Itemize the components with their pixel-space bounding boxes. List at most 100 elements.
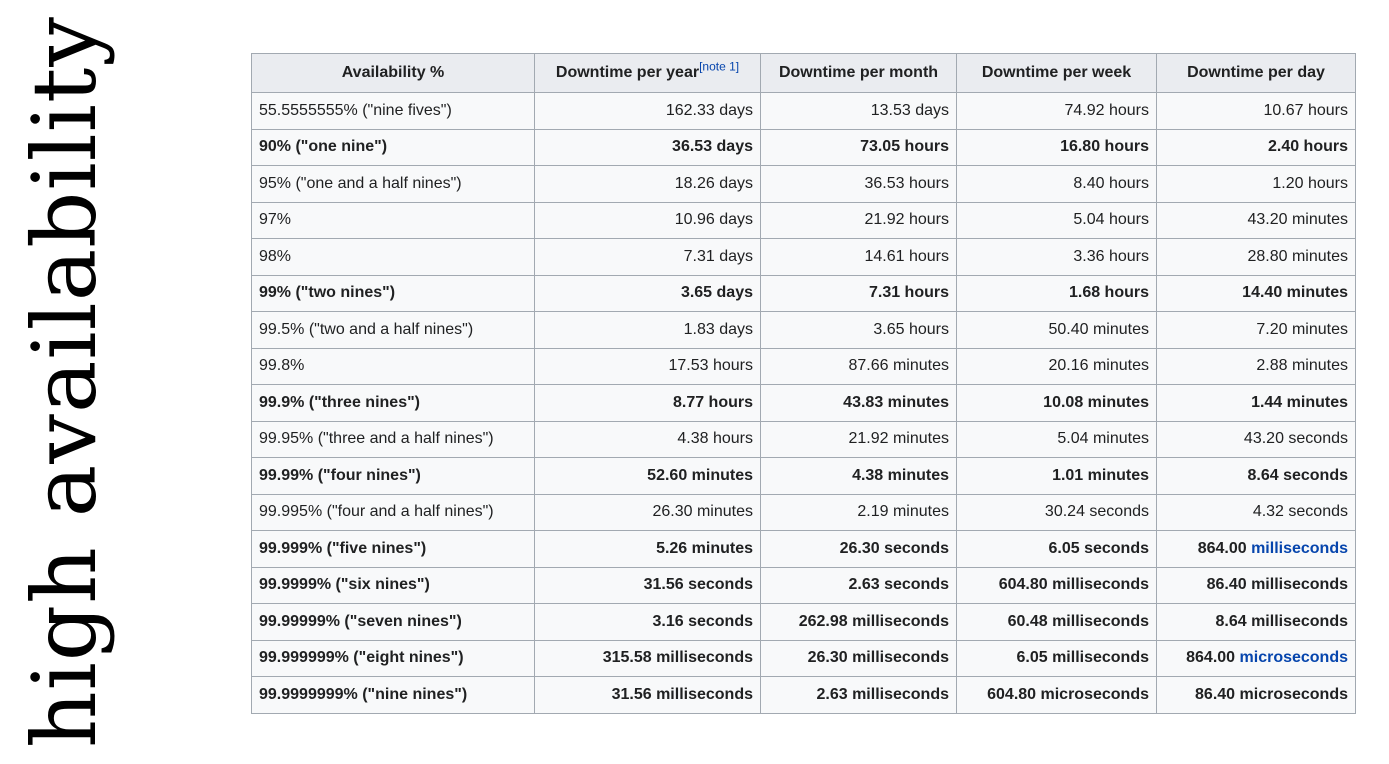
downtime-day-cell: 8.64 milliseconds (1156, 603, 1356, 641)
downtime-day-cell: 43.20 seconds (1156, 420, 1356, 458)
availability-cell: 99.999% ("five nines") (251, 530, 535, 568)
downtime-year-cell: 10.96 days (534, 201, 761, 239)
downtime-year-cell: 4.38 hours (534, 420, 761, 458)
side-title-text: high availability (13, 15, 116, 749)
availability-cell: 99.5% ("two and a half nines") (251, 311, 535, 349)
downtime-day-cell: 2.88 minutes (1156, 347, 1356, 385)
downtime-year-cell: 31.56 milliseconds (534, 676, 761, 714)
unit-link[interactable]: microseconds (1239, 649, 1348, 667)
table-row: 99.995% ("four and a half nines") 26.30 m… (251, 493, 1356, 531)
table-row: 99% ("two nines") 3.65 days 7.31 hours 1.68… (251, 274, 1356, 312)
table-row: 99.999% ("five nines") 5.26 minutes 26.30 … (251, 530, 1356, 568)
downtime-year-cell: 8.77 hours (534, 384, 761, 422)
downtime-day-cell: 864.00 microseconds (1156, 639, 1356, 677)
availability-cell: 99.999999% ("eight nines") (251, 639, 535, 677)
availability-cell: 99.9999999% ("nine nines") (251, 676, 535, 714)
unit-link[interactable]: milliseconds (1251, 539, 1348, 557)
note-1-link[interactable]: [note 1] (699, 59, 740, 74)
downtime-year-cell: 315.58 milliseconds (534, 639, 761, 677)
downtime-year-cell: 162.33 days (534, 92, 761, 130)
downtime-week-cell: 74.92 hours (956, 92, 1157, 130)
downtime-year-cell: 7.31 days (534, 238, 761, 276)
downtime-month-cell: 262.98 milliseconds (760, 603, 957, 641)
downtime-week-cell: 3.36 hours (956, 238, 1157, 276)
downtime-week-cell: 5.04 hours (956, 201, 1157, 239)
table-row: 99.9999999% ("nine nines") 31.56 millisec… (251, 676, 1356, 714)
downtime-day-cell: 86.40 microseconds (1156, 676, 1356, 714)
downtime-month-cell: 21.92 hours (760, 201, 957, 239)
availability-cell: 55.5555555% ("nine fives") (251, 92, 535, 130)
downtime-day-cell: 10.67 hours (1156, 92, 1356, 130)
downtime-day-cell: 1.20 hours (1156, 165, 1356, 203)
downtime-week-cell: 1.68 hours (956, 274, 1157, 312)
header-downtime-month: Downtime per month (760, 53, 957, 93)
availability-cell: 97% (251, 201, 535, 239)
downtime-month-cell: 7.31 hours (760, 274, 957, 312)
header-downtime-week: Downtime per week (956, 53, 1157, 93)
header-downtime-day: Downtime per day (1156, 53, 1356, 93)
availability-cell: 98% (251, 238, 535, 276)
availability-cell: 95% ("one and a half nines") (251, 165, 535, 203)
table-row: 99.9% ("three nines") 8.77 hours 43.83 min… (251, 384, 1356, 422)
table-row: 99.5% ("two and a half nines") 1.83 days 3… (251, 311, 1356, 349)
downtime-day-cell: 28.80 minutes (1156, 238, 1356, 276)
downtime-month-cell: 4.38 minutes (760, 457, 957, 495)
downtime-month-cell: 13.53 days (760, 92, 957, 130)
availability-table: Availability % Downtime per year[note 1]… (251, 53, 1356, 714)
downtime-week-cell: 604.80 microseconds (956, 676, 1157, 714)
downtime-day-cell: 864.00 milliseconds (1156, 530, 1356, 568)
downtime-day-cell: 7.20 minutes (1156, 311, 1356, 349)
table-row: 95% ("one and a half nines") 18.26 days 36… (251, 165, 1356, 203)
downtime-month-cell: 2.19 minutes (760, 493, 957, 531)
downtime-week-cell: 20.16 minutes (956, 347, 1157, 385)
availability-cell: 99.9% ("three nines") (251, 384, 535, 422)
availability-cell: 99.99999% ("seven nines") (251, 603, 535, 641)
downtime-year-cell: 1.83 days (534, 311, 761, 349)
downtime-week-cell: 5.04 minutes (956, 420, 1157, 458)
downtime-week-cell: 604.80 milliseconds (956, 566, 1157, 604)
downtime-year-cell: 5.26 minutes (534, 530, 761, 568)
downtime-day-cell: 43.20 minutes (1156, 201, 1356, 239)
table-row: 99.99% ("four nines") 52.60 minutes 4.38 m… (251, 457, 1356, 495)
downtime-week-cell: 6.05 seconds (956, 530, 1157, 568)
downtime-month-cell: 43.83 minutes (760, 384, 957, 422)
side-title: high availability (13, 0, 116, 764)
downtime-year-cell: 31.56 seconds (534, 566, 761, 604)
availability-cell: 99% ("two nines") (251, 274, 535, 312)
downtime-month-cell: 3.65 hours (760, 311, 957, 349)
downtime-year-cell: 36.53 days (534, 128, 761, 166)
downtime-day-cell: 86.40 milliseconds (1156, 566, 1356, 604)
downtime-week-cell: 6.05 milliseconds (956, 639, 1157, 677)
downtime-month-cell: 2.63 milliseconds (760, 676, 957, 714)
table-row: 55.5555555% ("nine fives") 162.33 days 13.… (251, 92, 1356, 130)
downtime-day-cell: 8.64 seconds (1156, 457, 1356, 495)
availability-cell: 99.95% ("three and a half nines") (251, 420, 535, 458)
downtime-day-value: 864.00 (1197, 539, 1247, 557)
downtime-week-cell: 60.48 milliseconds (956, 603, 1157, 641)
downtime-month-cell: 21.92 minutes (760, 420, 957, 458)
downtime-year-cell: 17.53 hours (534, 347, 761, 385)
table-row: 99.999999% ("eight nines") 315.58 millise… (251, 639, 1356, 677)
table-row: 99.99999% ("seven nines") 3.16 seconds 262… (251, 603, 1356, 641)
table-row: 98% 7.31 days 14.61 hours 3.36 hours 28.80 m… (251, 238, 1356, 276)
downtime-year-cell: 26.30 minutes (534, 493, 761, 531)
availability-cell: 99.995% ("four and a half nines") (251, 493, 535, 531)
downtime-week-cell: 10.08 minutes (956, 384, 1157, 422)
downtime-month-cell: 87.66 minutes (760, 347, 957, 385)
downtime-year-cell: 52.60 minutes (534, 457, 761, 495)
downtime-week-cell: 1.01 minutes (956, 457, 1157, 495)
downtime-day-cell: 4.32 seconds (1156, 493, 1356, 531)
table-body: 55.5555555% ("nine fives") 162.33 days 13.… (251, 92, 1356, 714)
downtime-week-cell: 30.24 seconds (956, 493, 1157, 531)
downtime-year-cell: 3.65 days (534, 274, 761, 312)
downtime-year-cell: 3.16 seconds (534, 603, 761, 641)
downtime-week-cell: 16.80 hours (956, 128, 1157, 166)
availability-cell: 99.99% ("four nines") (251, 457, 535, 495)
availability-cell: 99.8% (251, 347, 535, 385)
table-row: 90% ("one nine") 36.53 days 73.05 hours 16.… (251, 128, 1356, 166)
table-row: 97% 10.96 days 21.92 hours 5.04 hours 43.20 … (251, 201, 1356, 239)
header-availability: Availability % (251, 53, 535, 93)
downtime-month-cell: 73.05 hours (760, 128, 957, 166)
availability-cell: 90% ("one nine") (251, 128, 535, 166)
table-row: 99.9999% ("six nines") 31.56 seconds 2.63 … (251, 566, 1356, 604)
